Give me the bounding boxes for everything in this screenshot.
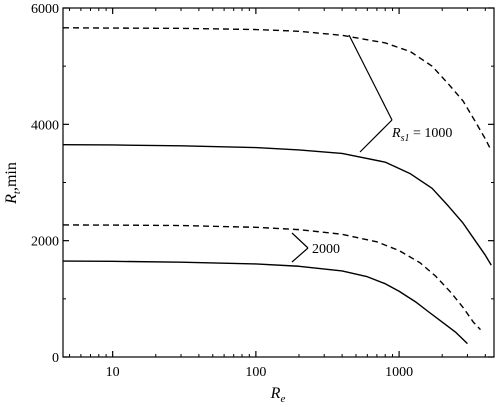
series-line-1000-solid [62,143,492,266]
annotation-layer: Rs1 = 1000 2000 [291,34,452,263]
annotation-2000: 2000 [312,242,340,257]
leader-line-1000-lower [359,119,393,153]
y-tick-label: 2000 [31,235,59,250]
y-axis-label-main: R [3,194,20,205]
ticks-layer: 0 2000 4000 6000 10 100 1000 [31,2,494,380]
x-axis-label-main: R [270,385,281,402]
annotation-rs1-sub: s1 [401,133,410,144]
leader-line-1000-upper [348,34,393,121]
leader-line-2000-upper [291,232,309,249]
y-axis-label: Rt,min [3,162,23,205]
annotation-rs1-1000: Rs1 = 1000 [391,126,452,144]
leader-line-2000-lower [291,247,309,263]
x-axis-label-sub: e [280,393,285,405]
series-line-1000-dashed [62,27,492,151]
x-tick-label: 1000 [385,365,413,380]
series-layer [62,27,492,345]
y-tick-label: 6000 [31,2,59,17]
annotation-rs1-prefix: R [391,126,401,141]
y-axis-label-suffix: ,min [3,162,20,191]
annotation-rs1-suffix: = 1000 [409,126,452,141]
plot-frame [62,7,495,358]
x-tick-label: 100 [245,365,266,380]
series-line-2000-solid [62,260,468,345]
y-axis-label-sub: t [11,190,23,194]
y-tick-label: 0 [52,351,59,366]
y-tick-label: 4000 [31,118,59,133]
x-axis-label: Re [270,385,286,405]
x-tick-label: 10 [106,365,120,380]
series-line-2000-dashed [62,224,481,331]
